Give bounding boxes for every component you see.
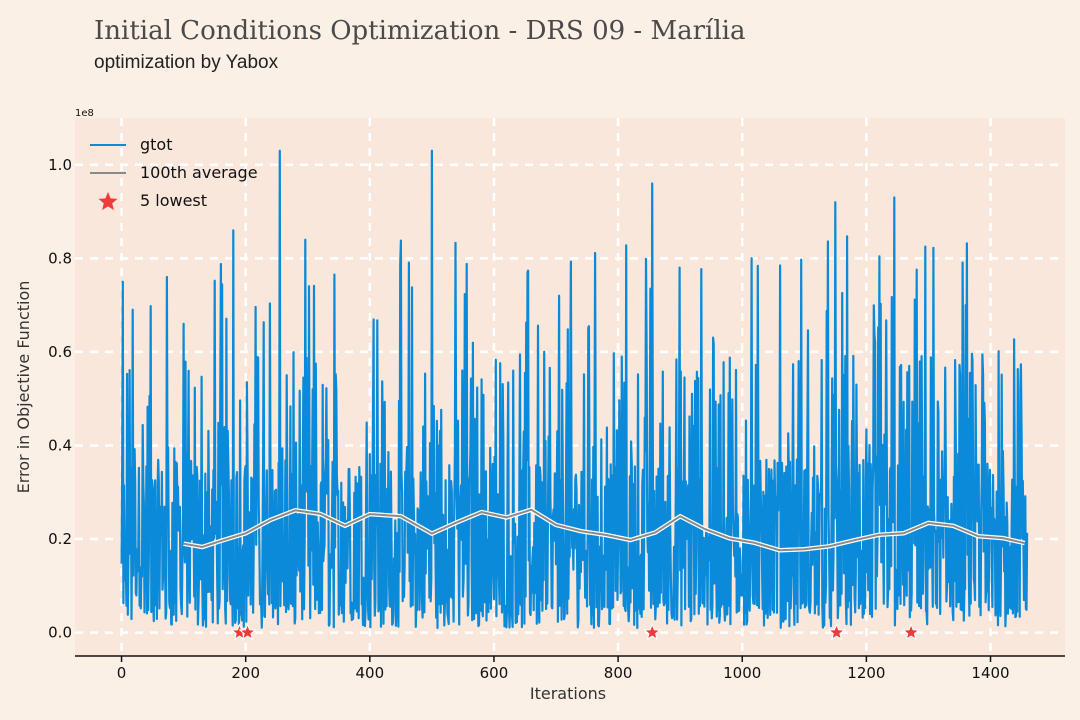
- legend-label-lowest: 5 lowest: [140, 191, 207, 210]
- y-tick-label: 0.2: [48, 530, 72, 548]
- series-100th-average: [183, 507, 1026, 553]
- page-title: Initial Conditions Optimization - DRS 09…: [94, 16, 746, 46]
- lowest-marker: [643, 623, 662, 641]
- y-tick-label: 0.8: [48, 249, 72, 267]
- y-tick-label: 0.4: [48, 436, 72, 454]
- y-tick-label: 0.0: [48, 624, 72, 642]
- x-tick-label: 600: [480, 664, 509, 682]
- x-tick-label: 1400: [971, 664, 1009, 682]
- page-subtitle: optimization by Yabox: [94, 52, 279, 73]
- lowest-marker: [827, 623, 846, 641]
- lowest-marker: [902, 623, 920, 641]
- series-5-lowest: [230, 623, 920, 641]
- legend: gtot 100th average 5 lowest: [90, 135, 258, 211]
- lowest-marker: [238, 623, 257, 641]
- legend-swatch-lowest: [98, 192, 118, 211]
- y-scale-label: 1e8: [75, 108, 94, 119]
- x-tick-label: 1200: [847, 664, 885, 682]
- x-tick-label: 800: [604, 664, 633, 682]
- x-axis-label: Iterations: [530, 684, 606, 703]
- legend-label-gtot: gtot: [140, 135, 173, 154]
- y-tick-label: 0.6: [48, 343, 72, 361]
- line-100th-average: [183, 508, 1025, 552]
- x-tick-label: 200: [231, 664, 260, 682]
- x-tick-label: 400: [356, 664, 385, 682]
- legend-label-average: 100th average: [140, 163, 258, 182]
- y-axis-label: Error in Objective Function: [14, 281, 33, 494]
- x-tick-label: 1000: [723, 664, 761, 682]
- axes: 0 200 400 600 800 1000 1200 1400 0.0 0.2 0.4 0.6 0.8…: [48, 156, 1065, 682]
- y-tick-label: 1.0: [48, 156, 72, 174]
- x-tick-label: 0: [117, 664, 127, 682]
